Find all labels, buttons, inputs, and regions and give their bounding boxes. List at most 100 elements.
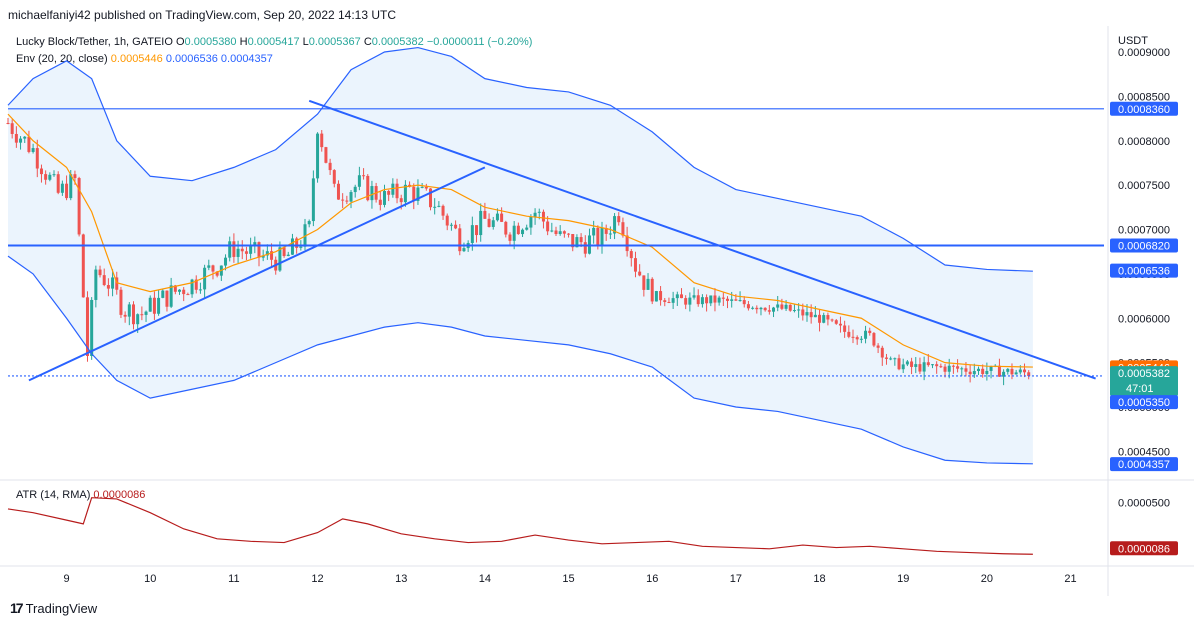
candle-body bbox=[600, 227, 604, 247]
candle-body bbox=[575, 237, 579, 248]
candle-body bbox=[726, 298, 730, 301]
candle-body bbox=[613, 216, 617, 234]
candle-body bbox=[169, 285, 173, 307]
legend-symbol-line: Lucky Block/Tether, 1h, GATEIO O 0.000538… bbox=[16, 36, 532, 48]
candle-body bbox=[801, 309, 805, 316]
candle-body bbox=[441, 205, 445, 216]
envelope-band-layer bbox=[8, 47, 1033, 464]
candle-body bbox=[341, 199, 345, 201]
candle-body bbox=[1014, 372, 1018, 375]
candle-body bbox=[554, 230, 558, 235]
candle-body bbox=[19, 138, 23, 143]
candle-body bbox=[140, 314, 144, 316]
date-tick-label: 11 bbox=[228, 573, 239, 585]
candle-body bbox=[211, 265, 215, 272]
candle-body bbox=[278, 247, 282, 271]
date-tick-label: 15 bbox=[562, 573, 574, 585]
candle-body bbox=[780, 304, 784, 309]
candle-body bbox=[596, 227, 600, 247]
legend-env-lower: 0.0004357 bbox=[220, 53, 273, 65]
tradingview-logo[interactable]: 17 TradingView bbox=[10, 600, 97, 616]
candle-body bbox=[307, 221, 311, 225]
candles-layer bbox=[6, 118, 1031, 386]
candle-body bbox=[516, 225, 520, 235]
currency-label: USDT bbox=[1118, 35, 1148, 47]
candle-body bbox=[914, 364, 918, 367]
candle-body bbox=[521, 229, 525, 235]
candle-body bbox=[77, 178, 81, 235]
candle-body bbox=[989, 366, 993, 371]
atr-tick-label: 0.0000500 bbox=[1118, 498, 1170, 510]
candle-body bbox=[382, 191, 386, 205]
candle-body bbox=[236, 248, 240, 257]
candle-body bbox=[290, 238, 294, 255]
countdown-label: 47:01 bbox=[1126, 383, 1154, 395]
candle-body bbox=[834, 320, 838, 324]
candle-body bbox=[378, 199, 382, 205]
candle-body bbox=[52, 174, 56, 176]
candle-body bbox=[316, 133, 320, 179]
candle-body bbox=[35, 148, 39, 169]
candle-body bbox=[286, 254, 290, 257]
candle-body bbox=[403, 184, 407, 203]
candle-body bbox=[429, 188, 433, 208]
date-tick-label: 12 bbox=[311, 573, 323, 585]
candle-body bbox=[901, 364, 905, 370]
candle-body bbox=[533, 212, 537, 217]
candle-body bbox=[550, 230, 554, 232]
legend-high: 0.0005417 bbox=[247, 36, 300, 48]
candle-body bbox=[755, 307, 759, 310]
candle-body bbox=[625, 235, 629, 252]
candle-body bbox=[985, 370, 989, 375]
candle-body bbox=[1010, 368, 1014, 375]
atr-value-label-bg bbox=[1110, 541, 1178, 556]
candle-body bbox=[345, 200, 349, 202]
candle-body bbox=[1023, 369, 1027, 373]
candle-body bbox=[692, 295, 696, 298]
candle-body bbox=[483, 210, 487, 219]
price-tick-label: 0.0007500 bbox=[1118, 180, 1170, 192]
candle-body bbox=[387, 191, 391, 195]
candle-body bbox=[968, 371, 972, 375]
support-label-bg bbox=[1110, 395, 1178, 410]
candle-body bbox=[843, 325, 847, 332]
descending-trendline bbox=[308, 99, 1096, 380]
candle-body bbox=[529, 216, 533, 228]
candle-body bbox=[776, 304, 780, 308]
legend-atr-label: ATR (14, RMA) bbox=[16, 489, 91, 501]
candle-body bbox=[629, 251, 633, 259]
candle-body bbox=[617, 216, 621, 223]
candle-body bbox=[56, 174, 60, 193]
last-price-label: 0.0005382 bbox=[1118, 368, 1170, 380]
candle-body bbox=[462, 248, 466, 252]
candle-body bbox=[194, 279, 198, 290]
candle-body bbox=[115, 277, 119, 290]
candle-body bbox=[282, 247, 286, 257]
candle-body bbox=[370, 186, 374, 201]
legend-close: 0.0005382 bbox=[371, 36, 424, 48]
candle-body bbox=[186, 294, 190, 296]
candle-body bbox=[633, 258, 637, 272]
env-upper-label-bg bbox=[1110, 263, 1178, 278]
candle-body bbox=[495, 213, 499, 221]
candle-body bbox=[893, 358, 897, 360]
candle-body bbox=[454, 224, 458, 229]
candle-body bbox=[504, 221, 508, 235]
price-tick-label: 0.0009000 bbox=[1118, 47, 1170, 59]
candle-body bbox=[525, 227, 529, 230]
candle-body bbox=[592, 227, 596, 236]
legend-c-label: C bbox=[363, 36, 372, 48]
candle-body bbox=[943, 366, 947, 372]
candle-body bbox=[675, 294, 679, 299]
legend-l-label: L bbox=[302, 36, 309, 48]
legend-o-label: O bbox=[175, 36, 185, 48]
candle-body bbox=[228, 241, 232, 258]
candle-body bbox=[73, 174, 77, 179]
price-tick-label: 0.0008000 bbox=[1118, 136, 1170, 148]
legend-symbol: Lucky Block/Tether, 1h, GATEIO bbox=[16, 36, 173, 48]
price-tick-label: 0.0008500 bbox=[1118, 91, 1170, 103]
candle-body bbox=[659, 291, 663, 301]
candle-body bbox=[918, 364, 922, 372]
price-tick-label: 0.0007000 bbox=[1118, 225, 1170, 237]
